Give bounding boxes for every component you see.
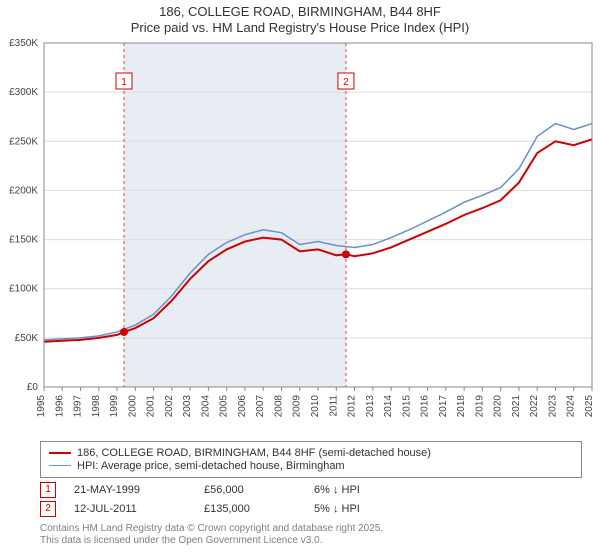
y-tick-label: £200K [9,185,38,196]
sale-marker-label: 2 [343,77,349,88]
x-tick-label: 2003 [182,394,193,417]
transaction-price: £135,000 [204,503,314,515]
y-tick-label: £300K [9,87,38,98]
x-tick-label: 2011 [328,394,339,416]
x-tick-label: 2009 [292,394,303,417]
x-tick-label: 1997 [73,394,84,417]
x-tick-label: 2025 [584,394,595,417]
x-tick-label: 2018 [456,394,467,417]
x-tick-label: 2006 [237,394,248,417]
x-tick-label: 2007 [255,394,266,417]
x-tick-label: 2010 [310,394,321,417]
x-tick-label: 1999 [109,394,120,417]
x-tick-label: 1995 [36,394,47,417]
x-tick-label: 2008 [273,394,284,417]
transaction-row: 2 12-JUL-2011£135,0005% ↓ HPI [40,501,582,517]
x-tick-label: 2013 [365,394,376,417]
sale-point [120,327,128,335]
x-tick-label: 2005 [219,394,230,417]
attribution-line1: Contains HM Land Registry data © Crown c… [40,523,582,536]
x-tick-label: 2002 [164,394,175,417]
legend-swatch [49,452,71,454]
y-tick-label: £350K [9,38,38,49]
x-tick-label: 2021 [511,394,522,417]
line-chart-svg: £0 £50K £100K £150K £200K £250K £300K £350K 1995… [0,37,600,437]
chart-area: £0 £50K £100K £150K £200K £250K £300K £350K 1995… [0,37,600,437]
sale-marker-label: 1 [121,77,127,88]
legend-swatch [49,465,71,466]
transaction-date: 21-MAY-1999 [74,484,204,496]
x-tick-label: 2020 [493,394,504,417]
x-tick-label: 2019 [474,394,485,417]
transaction-diff: 5% ↓ HPI [314,503,404,515]
y-tick-label: £250K [9,136,38,147]
shaded-band [124,43,346,387]
legend-label: HPI: Average price, semi-detached house,… [77,460,345,472]
legend-row: 186, COLLEGE ROAD, BIRMINGHAM, B44 8HF (… [49,447,573,459]
transaction-marker: 2 [40,501,56,517]
attribution: Contains HM Land Registry data © Crown c… [40,523,582,548]
y-tick-label: £0 [27,382,39,393]
transactions-table: 1 21-MAY-1999£56,0006% ↓ HPI 2 12-JUL-2011£… [40,482,582,517]
x-tick-label: 2015 [401,394,412,417]
x-tick-label: 2024 [566,394,577,417]
attribution-line2: This data is licensed under the Open Gov… [40,535,582,548]
title-sub: Price paid vs. HM Land Registry's House … [0,20,600,36]
legend: 186, COLLEGE ROAD, BIRMINGHAM, B44 8HF (… [40,441,582,478]
x-tick-label: 2004 [200,394,211,417]
x-tick-label: 2012 [347,394,358,417]
x-tick-label: 2023 [547,394,558,417]
x-tick-label: 2017 [438,394,449,417]
x-tick-label: 2022 [529,394,540,417]
x-tick-label: 2000 [127,394,138,417]
sale-point [342,250,350,258]
x-tick-label: 2001 [146,394,157,417]
chart-title-block: 186, COLLEGE ROAD, BIRMINGHAM, B44 8HF P… [0,0,600,37]
y-tick-label: £150K [9,234,38,245]
legend-row: HPI: Average price, semi-detached house,… [49,460,573,472]
y-tick-label: £50K [15,332,39,343]
transaction-marker: 1 [40,482,56,498]
title-main: 186, COLLEGE ROAD, BIRMINGHAM, B44 8HF [0,4,600,20]
legend-label: 186, COLLEGE ROAD, BIRMINGHAM, B44 8HF (… [77,447,431,459]
x-tick-label: 2014 [383,394,394,417]
transaction-row: 1 21-MAY-1999£56,0006% ↓ HPI [40,482,582,498]
y-tick-label: £100K [9,283,38,294]
transaction-price: £56,000 [204,484,314,496]
x-tick-label: 1998 [91,394,102,417]
x-tick-label: 2016 [420,394,431,417]
transaction-date: 12-JUL-2011 [74,503,204,515]
x-tick-label: 1996 [54,394,65,417]
transaction-diff: 6% ↓ HPI [314,484,404,496]
